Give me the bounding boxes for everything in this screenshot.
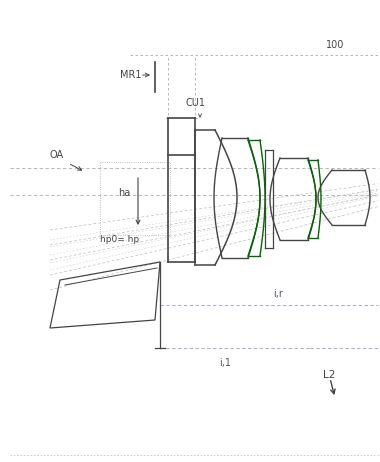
Text: MR1: MR1 <box>120 70 141 80</box>
Text: ha: ha <box>118 188 130 198</box>
Text: i,1: i,1 <box>219 358 231 368</box>
Text: OA: OA <box>50 150 64 160</box>
Text: CU1: CU1 <box>185 98 205 108</box>
Text: hp0= hp: hp0= hp <box>100 236 139 244</box>
Text: L2: L2 <box>323 370 336 380</box>
Text: i,r: i,r <box>273 289 283 299</box>
Text: 100: 100 <box>326 40 344 50</box>
